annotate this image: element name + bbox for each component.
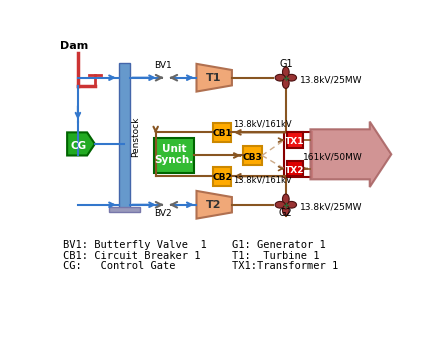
FancyBboxPatch shape [213,167,231,185]
Text: TX1:Transformer 1: TX1:Transformer 1 [232,262,338,272]
Text: Penstock: Penstock [131,117,140,157]
FancyBboxPatch shape [109,207,140,212]
Text: G2: G2 [279,208,293,218]
Polygon shape [67,133,95,155]
Text: T2: T2 [206,200,221,210]
Text: 13.8kV/161kV: 13.8kV/161kV [233,119,292,128]
Ellipse shape [286,201,297,208]
Ellipse shape [282,194,289,204]
Polygon shape [310,121,391,187]
Text: CB2: CB2 [212,173,232,182]
FancyBboxPatch shape [287,133,303,148]
FancyBboxPatch shape [213,123,231,142]
Text: BV1: Butterfly Valve  1: BV1: Butterfly Valve 1 [62,240,206,250]
Text: 13.8kV/161kV: 13.8kV/161kV [233,175,292,184]
FancyBboxPatch shape [287,161,303,176]
Text: BV1: BV1 [155,62,172,71]
Text: T1:  Turbine 1: T1: Turbine 1 [232,251,320,261]
Ellipse shape [282,78,289,89]
FancyBboxPatch shape [244,146,262,165]
Text: BV2: BV2 [155,209,172,218]
Ellipse shape [275,74,286,81]
Text: CG: CG [71,141,87,151]
Text: 161kV/50MW: 161kV/50MW [303,152,362,161]
FancyBboxPatch shape [284,131,312,177]
Text: Dam: Dam [60,41,88,51]
Text: TX1: TX1 [285,137,305,146]
Text: T1: T1 [206,73,221,83]
Ellipse shape [286,74,297,81]
Text: 13.8kV/25MW: 13.8kV/25MW [300,202,362,211]
Ellipse shape [282,67,289,77]
Text: CB3: CB3 [243,153,263,162]
FancyBboxPatch shape [154,138,194,173]
Text: TX2: TX2 [285,166,305,175]
Text: Unit: Unit [162,144,187,154]
Text: G1: Generator 1: G1: Generator 1 [232,240,326,250]
Text: 13.8kV/25MW: 13.8kV/25MW [300,75,362,84]
Ellipse shape [282,205,289,216]
Text: CB1: CB1 [212,129,232,138]
Text: Synch.: Synch. [155,155,194,165]
FancyBboxPatch shape [119,63,130,211]
Text: CB1: Circuit Breaker 1: CB1: Circuit Breaker 1 [62,251,200,261]
Polygon shape [197,64,232,92]
Polygon shape [197,191,232,219]
Text: CG:   Control Gate: CG: Control Gate [62,262,175,272]
Ellipse shape [275,201,286,208]
Text: G1: G1 [279,59,293,69]
